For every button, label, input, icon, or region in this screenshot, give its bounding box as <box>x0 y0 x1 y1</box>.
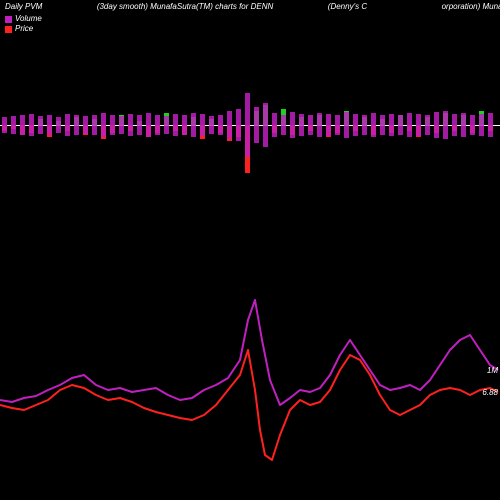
legend-label-price: Price <box>15 24 33 34</box>
pvm-overlay-bar <box>227 111 232 139</box>
pvm-overlay-bar <box>353 114 358 136</box>
pvm-overlay-bar <box>2 117 7 133</box>
price-axis-label: 6.88 <box>482 388 498 397</box>
pvm-overlay-bar <box>326 114 331 136</box>
pvm-overlay-bar <box>254 107 259 143</box>
pvm-overlay-bar <box>416 114 421 136</box>
pvm-overlay-bar <box>218 115 223 135</box>
pvm-overlay-bar <box>245 93 250 157</box>
pvm-overlay-bar <box>389 114 394 136</box>
pvm-overlay-bar <box>398 115 403 135</box>
pvm-overlay-bar <box>443 111 448 139</box>
pvm-overlay-bar <box>299 114 304 136</box>
title-seg-3: (Denny's C <box>328 2 367 11</box>
pvm-overlay-bar <box>362 115 367 135</box>
pvm-overlay-bar <box>281 115 286 135</box>
pvm-overlay-bar <box>263 103 268 147</box>
pvm-overlay-bar <box>290 112 295 138</box>
pvm-overlay-bar <box>83 116 88 134</box>
pvm-overlay-bar <box>101 113 106 137</box>
title-seg-1: Daily PVM <box>5 2 42 11</box>
pvm-overlay-bar <box>65 114 70 136</box>
pvm-overlay-bar <box>137 115 142 135</box>
legend: Volume Price <box>5 14 42 34</box>
pvm-overlay-bar <box>317 113 322 137</box>
pvm-overlay-bar <box>434 112 439 138</box>
pvm-overlay-bar <box>164 116 169 134</box>
pvm-overlay-bar <box>47 115 52 135</box>
legend-price: Price <box>5 24 42 34</box>
pvm-overlay-bar <box>452 114 457 136</box>
pvm-overlay-bar <box>155 115 160 135</box>
title-seg-2: (3day smooth) MunafaSutra(TM) charts for… <box>97 2 274 11</box>
chart-title: Daily PVM (3day smooth) MunafaSutra(TM) … <box>5 2 495 11</box>
pvm-overlay-bar <box>56 117 61 133</box>
pvm-overlay-bar <box>200 114 205 136</box>
pvm-overlay-bar <box>344 112 349 138</box>
pvm-overlay-bar <box>470 115 475 135</box>
pvm-overlay-bar <box>380 115 385 135</box>
pvm-overlay-bar <box>209 116 214 134</box>
pvm-overlay-bar <box>191 113 196 137</box>
pvm-overlay-bar <box>92 115 97 135</box>
pvm-overlay-bar <box>38 116 43 134</box>
pvm-overlay-bar <box>29 114 34 136</box>
pvm-overlay-bar <box>461 113 466 137</box>
pvm-overlay-bar <box>335 115 340 135</box>
title-seg-4: orporation) MunafaSutra.c <box>442 2 500 11</box>
pvm-overlay-bar <box>119 116 124 134</box>
legend-label-volume: Volume <box>15 14 42 24</box>
pvm-overlay-bar <box>488 113 493 137</box>
legend-swatch-volume <box>5 16 12 23</box>
pvm-overlay-bar <box>74 115 79 135</box>
pvm-overlay-bar <box>182 115 187 135</box>
pvm-overlay-bar <box>479 114 484 136</box>
pvm-overlay-bar <box>173 114 178 136</box>
pvm-overlay-bar <box>308 115 313 135</box>
pvm-overlay-bar <box>236 109 241 141</box>
price-volume-line-chart: 1M 6.88 <box>0 260 500 480</box>
pvm-overlay-bar <box>128 114 133 136</box>
pvm-bar-chart <box>0 65 500 185</box>
pvm-overlay-bar <box>146 113 151 137</box>
chart-header: Daily PVM (3day smooth) MunafaSutra(TM) … <box>0 2 500 32</box>
volume-axis-label: 1M <box>487 366 498 375</box>
pvm-overlay-bar <box>272 113 277 137</box>
pvm-overlay-bar <box>407 113 412 137</box>
pvm-overlay-bar <box>11 116 16 134</box>
legend-swatch-price <box>5 26 12 33</box>
line-chart-svg <box>0 260 500 480</box>
pvm-overlay-bar <box>20 115 25 135</box>
legend-volume: Volume <box>5 14 42 24</box>
pvm-overlay-bar <box>110 115 115 135</box>
pvm-overlay-bar <box>371 113 376 137</box>
pvm-overlay-bar <box>425 115 430 135</box>
